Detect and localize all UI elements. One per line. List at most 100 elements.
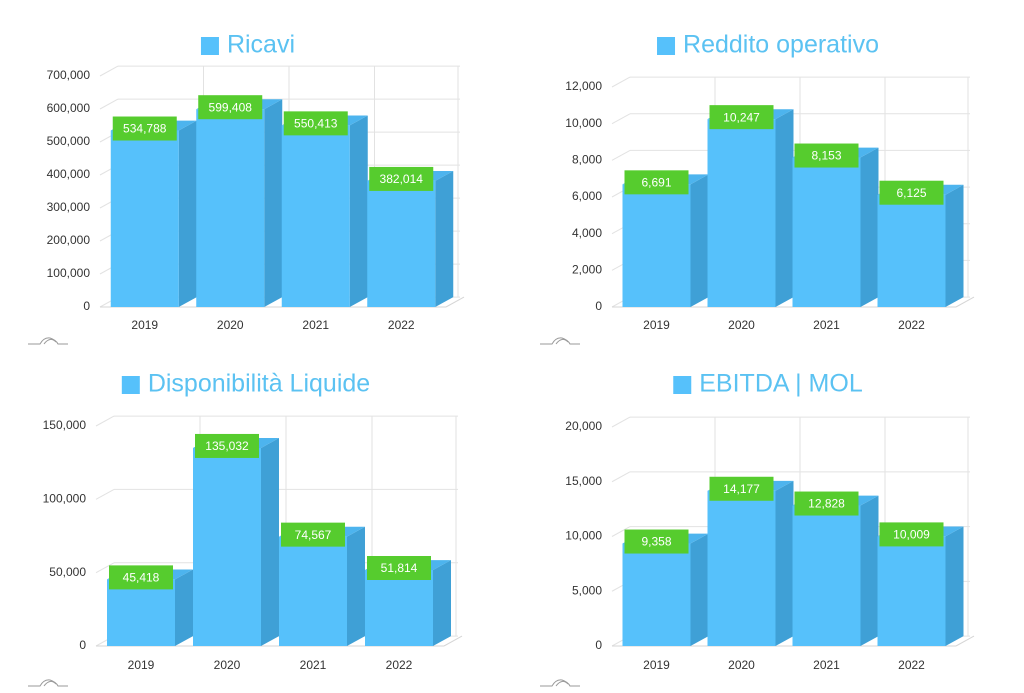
grid-line	[95, 415, 115, 427]
value-label: 6,691	[641, 176, 671, 190]
y-tick-label: 10,000	[565, 529, 602, 543]
logo-wave	[555, 680, 569, 687]
grid-line	[611, 113, 631, 125]
x-tick-label: 2019	[131, 318, 158, 332]
y-tick-label: 8,000	[572, 153, 602, 167]
bar-side	[261, 438, 279, 646]
x-tick-label: 2022	[386, 658, 413, 672]
y-tick-label: 400,000	[47, 167, 91, 181]
value-label-box	[709, 105, 774, 130]
bar: 74,567	[279, 522, 365, 646]
bar-side	[775, 480, 794, 646]
y-tick-label: 5,000	[572, 583, 602, 597]
x-tick-label: 2021	[302, 318, 329, 332]
bar-side	[349, 115, 368, 307]
bar-side	[945, 526, 964, 646]
x-tick-label: 2021	[813, 318, 840, 332]
axis-baseline	[955, 296, 975, 308]
chart-reddito-operativo: Reddito operativo 0 2,000 4,000 6,000 8,000 10…	[540, 31, 975, 345]
bar: 6,125	[877, 180, 964, 307]
value-label-box	[624, 529, 689, 554]
bar-side	[690, 174, 709, 307]
y-tick-label: 700,000	[47, 68, 91, 82]
y-axis: 0 50,000 100,000 150,000	[43, 418, 87, 652]
legend-square-icon	[657, 37, 676, 55]
y-tick-label: 4,000	[572, 226, 602, 240]
value-label-box	[794, 143, 859, 168]
value-label-box	[109, 565, 173, 590]
bar-front	[622, 184, 691, 307]
value-label: 135,032	[205, 439, 249, 453]
logo-mark-icon	[540, 679, 580, 687]
bar: 51,814	[365, 556, 451, 646]
bar-side	[775, 109, 794, 307]
value-label: 6,125	[896, 186, 926, 200]
grid-line	[611, 149, 631, 161]
value-label-box	[624, 170, 689, 195]
x-tick-label: 2020	[217, 318, 244, 332]
value-label: 534,788	[123, 122, 167, 136]
chart-title-group: EBITDA | MOL	[673, 370, 863, 398]
logo-wave	[555, 338, 569, 345]
chart-title: EBITDA | MOL	[699, 370, 863, 398]
axis-baseline	[445, 296, 465, 308]
chart-ricavi: Ricavi 0 100,000 200,000 300,000 400,000 500,0…	[28, 31, 465, 345]
y-tick-label: 300,000	[47, 200, 91, 214]
value-label: 14,177	[723, 482, 760, 496]
bar: 14,177	[707, 476, 794, 646]
y-tick-label: 100,000	[47, 266, 91, 280]
bar-front	[877, 194, 946, 307]
chart-title-group: Reddito operativo	[657, 31, 879, 59]
axis-baseline	[955, 635, 975, 647]
grid-line	[611, 416, 631, 428]
bar-front	[792, 157, 861, 307]
x-tick-label: 2020	[214, 658, 241, 672]
grid-line	[95, 562, 115, 574]
x-tick-label: 2019	[643, 658, 670, 672]
bar: 135,032	[193, 433, 279, 646]
logo-wave	[28, 679, 68, 687]
bar-front	[622, 543, 691, 646]
x-tick-label: 2022	[388, 318, 415, 332]
logo-wave	[540, 337, 580, 345]
bar-front	[365, 570, 433, 646]
y-tick-label: 150,000	[43, 418, 87, 432]
bar: 534,788	[110, 116, 197, 307]
logo-wave	[28, 337, 68, 345]
grid-line	[611, 526, 631, 537]
bar-front	[110, 130, 179, 307]
value-label: 10,009	[893, 528, 930, 542]
x-tick-label: 2020	[728, 318, 755, 332]
value-label-box	[879, 180, 944, 205]
y-tick-label: 100,000	[43, 492, 87, 506]
bar: 45,418	[107, 565, 193, 646]
logo-wave	[43, 338, 57, 345]
bar: 10,009	[877, 522, 964, 646]
bars: 6,691 10,247 8,153 6,125	[622, 105, 964, 307]
value-label: 8,153	[811, 149, 841, 163]
y-axis: 0 100,000 200,000 300,000 400,000 500,000 600,…	[47, 68, 91, 313]
x-tick-label: 2019	[643, 318, 670, 332]
x-tick-label: 2020	[728, 658, 755, 672]
y-tick-label: 0	[83, 299, 90, 313]
legend-square-icon	[200, 37, 219, 55]
value-label-box	[281, 522, 345, 547]
bar-front	[707, 119, 776, 307]
y-axis: 0 5,000 10,000 15,000 20,000	[565, 419, 602, 652]
logo-mark-icon	[28, 679, 68, 687]
bar-front	[279, 536, 347, 646]
y-tick-label: 600,000	[47, 101, 91, 115]
bars: 45,418 135,032 74,567 51,814	[107, 433, 451, 646]
y-tick-label: 0	[595, 299, 602, 313]
axis-baseline	[443, 635, 463, 647]
value-label-box	[794, 491, 859, 516]
value-label: 51,814	[381, 561, 418, 575]
grid-line	[95, 488, 115, 500]
bar-front	[877, 536, 946, 646]
value-label: 10,247	[723, 110, 760, 124]
y-tick-label: 6,000	[572, 189, 602, 203]
chart-disponibilita-liquide: Disponibilità Liquide 0 50,000 100,000 150,0…	[28, 370, 463, 687]
value-label-box	[709, 476, 774, 501]
chart-title-group: Ricavi	[200, 31, 295, 59]
grid-line	[611, 471, 631, 483]
